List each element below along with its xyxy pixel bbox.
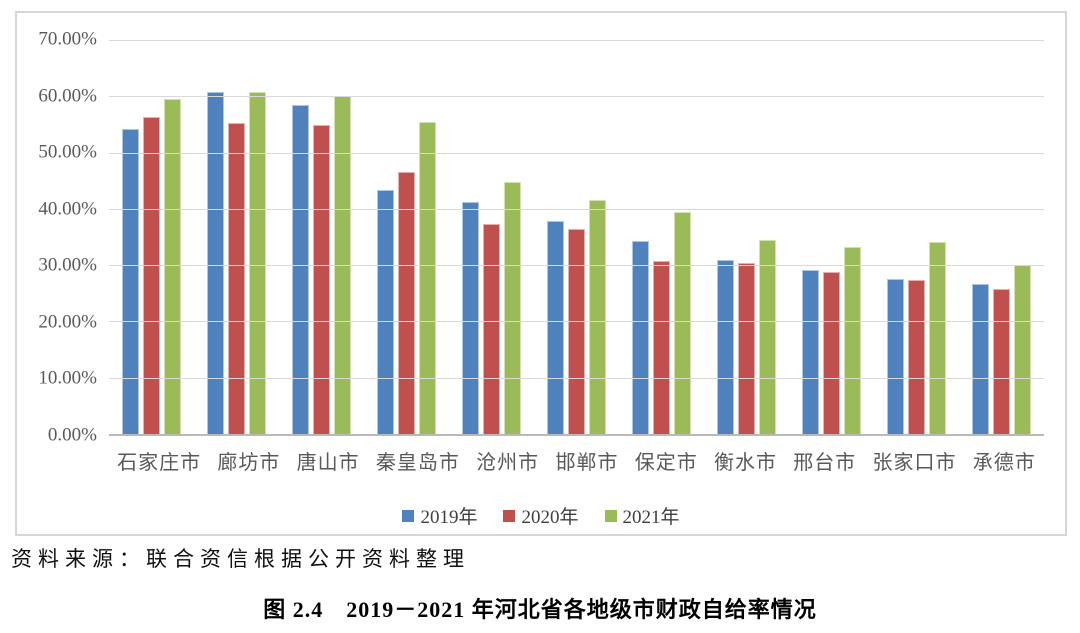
bar-2020年-衡水市 (738, 263, 755, 434)
category-label: 秦皇岛市 (375, 452, 460, 474)
y-tick-label: 50.00% (38, 141, 97, 163)
legend-swatch-icon (604, 509, 617, 522)
bar-2021年-邯郸市 (589, 200, 606, 434)
bar-2021年-唐山市 (334, 95, 351, 434)
y-tick-label: 0.00% (47, 424, 97, 446)
bar-2020年-秦皇岛市 (398, 171, 415, 434)
category-label: 承德市 (972, 452, 1036, 474)
bar-2019年-唐山市 (292, 105, 309, 434)
legend-label: 2019年 (420, 507, 478, 528)
legend-swatch-icon (402, 509, 415, 522)
bar-group (972, 40, 1031, 434)
category-label: 沧州市 (476, 452, 540, 474)
gridline (109, 208, 1044, 210)
category-label: 邢台市 (793, 452, 857, 474)
bar-2020年-廊坊市 (228, 122, 245, 434)
bar-group (122, 40, 181, 434)
bars-row (109, 40, 1044, 434)
bar-group (547, 40, 606, 434)
bar-2020年-沧州市 (483, 223, 500, 434)
bar-2021年-邢台市 (844, 246, 861, 434)
y-tick-label: 20.00% (38, 311, 97, 333)
bar-2021年-承德市 (1014, 265, 1031, 434)
bar-2020年-保定市 (653, 260, 670, 434)
bar-2021年-衡水市 (759, 239, 776, 434)
bar-2020年-邯郸市 (568, 229, 585, 434)
bar-group (462, 40, 521, 434)
y-tick-label: 70.00% (38, 28, 97, 50)
bar-2019年-邯郸市 (547, 221, 564, 434)
bar-2020年-承德市 (993, 288, 1010, 434)
bar-group (377, 40, 436, 434)
gridline (109, 40, 1044, 41)
category-label: 石家庄市 (117, 452, 202, 474)
category-label: 衡水市 (713, 452, 777, 474)
bar-group (887, 40, 946, 434)
bar-group (292, 40, 351, 434)
legend-swatch-icon (503, 509, 516, 522)
bar-2019年-邢台市 (802, 270, 819, 434)
bar-group (207, 40, 266, 434)
bar-2019年-沧州市 (462, 202, 479, 434)
bar-2019年-秦皇岛市 (377, 190, 394, 434)
bar-2021年-沧州市 (504, 181, 521, 434)
y-tick-label: 60.00% (38, 85, 97, 107)
bar-2021年-保定市 (674, 212, 691, 434)
category-label: 唐山市 (296, 452, 360, 474)
x-axis: 石家庄市 廊坊市 唐山市 秦皇岛市 沧州市 邯郸市 保定市 衡水市 邢台市 张家口市 承德市 (109, 446, 1044, 475)
bar-2021年-张家口市 (929, 241, 946, 434)
y-axis: 70.00% 60.00% 50.00% 40.00% 30.00% 20.00% 10.0… (31, 29, 97, 446)
legend-label: 2021年 (622, 507, 680, 528)
gridline (109, 265, 1044, 267)
bar-2019年-石家庄市 (122, 129, 139, 434)
bar-2021年-石家庄市 (164, 98, 181, 434)
plot-area (109, 40, 1044, 436)
bar-2021年-秦皇岛市 (419, 121, 436, 434)
bar-2019年-廊坊市 (207, 91, 224, 434)
chart-caption: 图 2.4 2019－2021 年河北省各地级市财政自给率情况 (263, 597, 817, 622)
y-tick-label: 10.00% (38, 367, 97, 389)
bar-2021年-廊坊市 (249, 91, 266, 434)
bar-2020年-石家庄市 (143, 116, 160, 434)
bar-group (802, 40, 861, 434)
bar-group (632, 40, 691, 434)
gridline (109, 321, 1044, 323)
category-label: 保定市 (634, 452, 698, 474)
bar-2020年-张家口市 (908, 279, 925, 434)
category-label: 邯郸市 (555, 452, 619, 474)
gridline (109, 377, 1044, 379)
bar-2019年-承德市 (972, 284, 989, 434)
legend-item: 2020年 (503, 502, 579, 529)
gridline (109, 96, 1044, 98)
legend-item: 2019年 (402, 502, 477, 529)
legend-item: 2021年 (604, 502, 680, 529)
bar-2020年-唐山市 (313, 125, 330, 434)
legend: 2019年 2020年 2021年 (17, 502, 1065, 529)
category-label: 廊坊市 (217, 452, 281, 474)
source-note: 资料来源：联合资信根据公开资料整理 (11, 547, 470, 571)
legend-label: 2020年 (521, 507, 579, 528)
bar-2020年-邢台市 (823, 271, 840, 434)
bar-2019年-衡水市 (717, 259, 734, 434)
bar-2019年-保定市 (632, 240, 649, 434)
y-tick-label: 30.00% (38, 254, 97, 276)
gridline (109, 152, 1044, 154)
bar-group (717, 40, 776, 434)
category-label: 张家口市 (872, 452, 957, 474)
chart-frame: 70.00% 60.00% 50.00% 40.00% 30.00% 20.00% 10.0… (15, 11, 1067, 536)
y-tick-label: 40.00% (38, 198, 97, 220)
bar-2019年-张家口市 (887, 278, 904, 434)
